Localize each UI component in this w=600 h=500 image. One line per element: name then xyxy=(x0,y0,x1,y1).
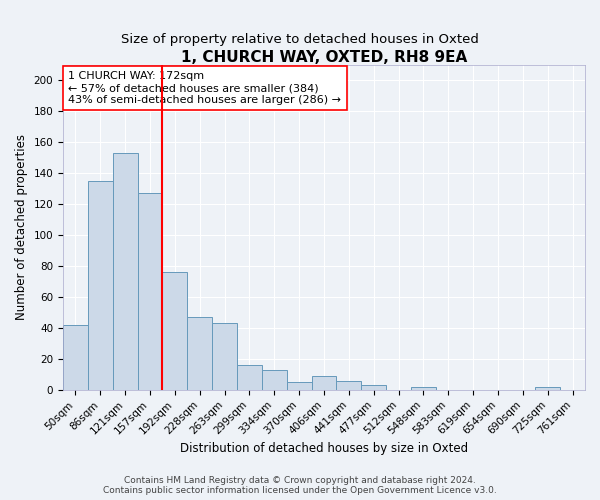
Bar xyxy=(187,317,212,390)
Bar xyxy=(311,376,337,390)
Bar xyxy=(237,365,262,390)
Bar xyxy=(361,385,386,390)
Text: Size of property relative to detached houses in Oxted: Size of property relative to detached ho… xyxy=(121,32,479,46)
Bar xyxy=(535,387,560,390)
X-axis label: Distribution of detached houses by size in Oxted: Distribution of detached houses by size … xyxy=(180,442,468,455)
Bar xyxy=(287,382,311,390)
Bar xyxy=(113,153,137,390)
Bar xyxy=(163,272,187,390)
Bar xyxy=(88,181,113,390)
Bar xyxy=(337,380,361,390)
Text: Contains HM Land Registry data © Crown copyright and database right 2024.
Contai: Contains HM Land Registry data © Crown c… xyxy=(103,476,497,495)
Bar xyxy=(63,325,88,390)
Bar xyxy=(411,387,436,390)
Text: 1 CHURCH WAY: 172sqm
← 57% of detached houses are smaller (384)
43% of semi-deta: 1 CHURCH WAY: 172sqm ← 57% of detached h… xyxy=(68,72,341,104)
Bar xyxy=(137,194,163,390)
Bar xyxy=(212,324,237,390)
Title: 1, CHURCH WAY, OXTED, RH8 9EA: 1, CHURCH WAY, OXTED, RH8 9EA xyxy=(181,50,467,65)
Y-axis label: Number of detached properties: Number of detached properties xyxy=(15,134,28,320)
Bar xyxy=(262,370,287,390)
